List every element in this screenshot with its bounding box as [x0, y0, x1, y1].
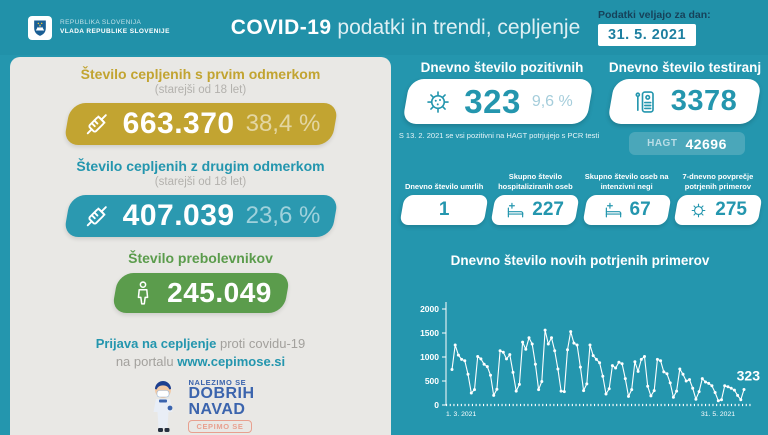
daily-positive-pill: 323 9,6 % — [402, 79, 594, 124]
avg-cases-value: 275 — [715, 199, 747, 220]
recovered-value: 245.049 — [166, 277, 272, 308]
hospitalized-stat: Skupno število hospitaliziranih oseb 227 — [490, 165, 581, 225]
campaign-line2: DOBRIH — [188, 385, 255, 403]
hagt-label: HAGT — [647, 138, 678, 149]
daily-data-panel: Dnevno število pozitivnih 323 9,6 % S 13… — [392, 55, 768, 435]
svg-text:0: 0 — [434, 400, 439, 410]
deaths-value: 1 — [438, 199, 450, 220]
gov-republic-label: REPUBLIKA SLOVENIJA — [60, 19, 142, 27]
gov-government-label: VLADA REPUBLIKE SLOVENIJE — [60, 27, 170, 35]
data-date-block: Podatki veljajo za dan: 31. 5. 2021 — [598, 9, 758, 46]
syringe-icon — [81, 201, 111, 231]
slovenia-coat-of-arms-icon — [28, 15, 52, 40]
daily-tests-pill: 3378 — [607, 79, 762, 124]
second-dose-pill: 407.039 23,6 % — [62, 195, 339, 237]
campaign-badge: CEPIMO SE — [188, 419, 252, 433]
first-dose-percent: 38,4 % — [245, 110, 320, 137]
hospital-bed-icon — [507, 201, 526, 220]
avg-cases-pill: 275 — [673, 195, 763, 225]
hospitalized-pill: 227 — [490, 195, 581, 225]
svg-text:1. 3. 2021: 1. 3. 2021 — [446, 411, 476, 418]
svg-text:323: 323 — [737, 368, 761, 384]
svg-text:1000: 1000 — [420, 352, 439, 362]
campaign-logo: NALEZIMO SE DOBRIH NAVAD CEPIMO SE — [146, 378, 254, 434]
icu-label: Skupno število oseb na intenzivni negi — [584, 172, 669, 191]
daily-positive-title: Dnevno število pozitivnih — [420, 60, 584, 75]
svg-text:2000: 2000 — [420, 304, 439, 314]
first-dose-block: Število cepljenih s prvim odmerkom (star… — [10, 66, 391, 145]
mascot-icon — [146, 378, 180, 434]
pcr-note: S 13. 2. 2021 se vsi pozitivni na HAGT p… — [398, 131, 600, 140]
page-title: COVID-19 podatki in trendi, cepljenje — [230, 15, 581, 39]
hagt-badge: HAGT 42696 — [629, 132, 745, 155]
daily-tests-value: 3378 — [670, 85, 738, 117]
icu-bed-icon — [603, 201, 622, 220]
daily-cases-chart: 0 500 1000 1500 2000 1. 3. 2021 31. 5. 2021 323 — [414, 293, 762, 435]
hospitalized-label: Skupno število hospitaliziranih oseb — [498, 172, 573, 191]
first-dose-title: Število cepljenih s prvim odmerkom — [80, 66, 321, 82]
icu-value: 67 — [629, 199, 651, 220]
government-logo: REPUBLIKA SLOVENIJA VLADA REPUBLIKE SLOV… — [28, 15, 213, 40]
campaign-line3: NAVAD — [188, 400, 246, 418]
date-value-badge: 31. 5. 2021 — [598, 24, 697, 46]
deaths-label: Dnevno število umrlih — [404, 181, 484, 191]
virus-icon — [423, 87, 453, 117]
first-dose-subtitle: (starejši od 18 let) — [154, 84, 247, 96]
hagt-value: 42696 — [685, 135, 727, 152]
svg-text:1500: 1500 — [420, 328, 439, 338]
svg-text:500: 500 — [425, 376, 439, 386]
second-dose-title: Število cepljenih z drugim odmerkom — [76, 158, 325, 174]
first-dose-pill: 663.370 38,4 % — [62, 103, 339, 145]
test-kit-icon — [632, 88, 660, 116]
header-bar: REPUBLIKA SLOVENIJA VLADA REPUBLIKE SLOV… — [0, 0, 768, 55]
daily-positive-value: 323 — [464, 82, 521, 120]
stats-row: Dnevno število umrlih 1 Skupno število h… — [399, 165, 763, 225]
syringe-icon — [81, 109, 111, 139]
avg-cases-stat: 7-dnevno povprečje potrjenih primerov 27… — [673, 165, 763, 225]
daily-positive-percent: 9,6 % — [531, 92, 573, 110]
deaths-pill: 1 — [399, 195, 489, 225]
daily-tests-title: Dnevno število testiranj — [608, 60, 762, 75]
signup-bold-text: Prijava na cepljenje — [95, 336, 217, 351]
vaccination-signup-text: Prijava na cepljenje proti covidu-19 na … — [95, 336, 306, 369]
icu-stat: Skupno število oseb na intenzivni negi 6… — [581, 165, 672, 225]
deaths-stat: Dnevno število umrlih 1 — [399, 165, 489, 225]
icu-pill: 67 — [581, 195, 672, 225]
recovered-block: Število prebolevnikov 245.049 — [10, 250, 391, 313]
second-dose-percent: 23,6 % — [245, 202, 320, 229]
recovered-title: Število prebolevnikov — [128, 250, 273, 266]
campaign-line1: NALEZIMO SE — [188, 378, 247, 388]
virus-icon — [689, 201, 708, 220]
first-dose-value: 663.370 — [122, 107, 235, 140]
cepimose-link[interactable]: www.cepimose.si — [177, 353, 286, 369]
date-label: Podatki veljajo za dan: — [598, 9, 711, 21]
hospitalized-value: 227 — [532, 199, 565, 220]
recovered-pill: 245.049 — [110, 273, 291, 313]
person-icon — [130, 280, 156, 306]
second-dose-block: Število cepljenih z drugim odmerkom (sta… — [10, 158, 391, 237]
vaccination-panel: Število cepljenih s prvim odmerkom (star… — [10, 57, 391, 435]
svg-text:31. 5. 2021: 31. 5. 2021 — [701, 411, 735, 418]
avg-cases-label: 7-dnevno povprečje potrjenih primerov — [682, 172, 754, 191]
second-dose-value: 407.039 — [122, 199, 235, 232]
second-dose-subtitle: (starejši od 18 let) — [154, 176, 247, 188]
chart-title: Dnevno število novih potrjenih primerov — [450, 253, 710, 268]
